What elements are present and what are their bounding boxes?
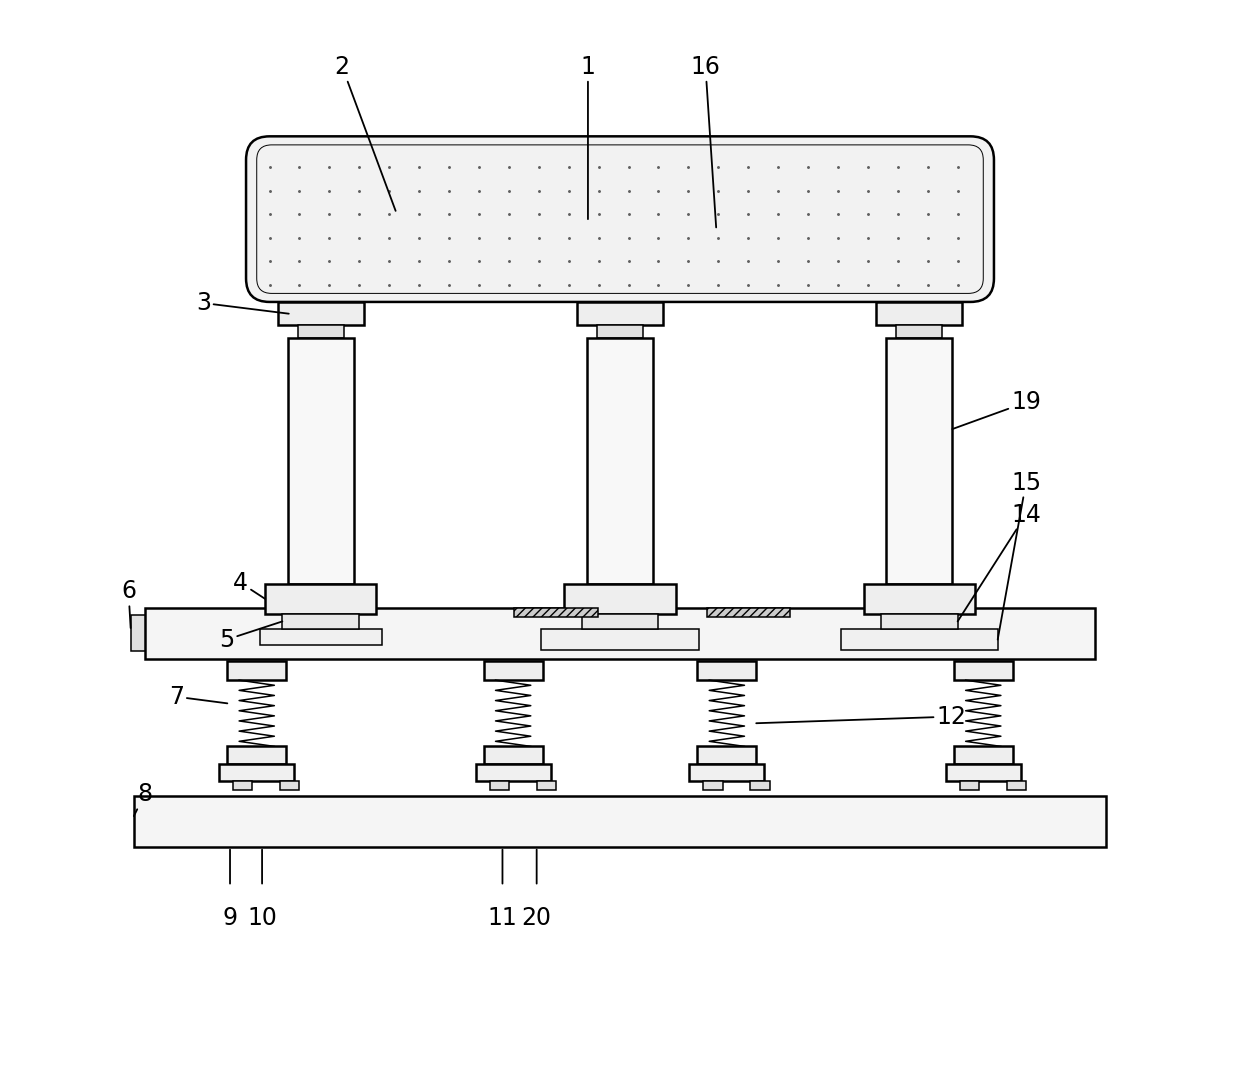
Text: 10: 10 <box>247 905 277 930</box>
Bar <box>283 614 360 629</box>
Bar <box>278 302 363 325</box>
Text: 3: 3 <box>196 291 289 315</box>
Text: 4: 4 <box>233 571 265 599</box>
Bar <box>877 302 962 325</box>
Bar <box>596 325 644 338</box>
Bar <box>887 338 952 584</box>
Bar <box>537 781 556 790</box>
Bar <box>707 608 790 618</box>
FancyBboxPatch shape <box>246 136 994 302</box>
Text: 15: 15 <box>998 470 1042 640</box>
Bar <box>145 608 1095 658</box>
Bar <box>697 746 756 764</box>
Text: 1: 1 <box>580 55 595 219</box>
Bar <box>484 746 543 764</box>
Bar <box>134 796 1106 846</box>
Text: 20: 20 <box>522 905 552 930</box>
Bar <box>219 764 294 781</box>
Text: 12: 12 <box>756 705 966 728</box>
Text: 7: 7 <box>169 685 227 709</box>
Text: 8: 8 <box>134 783 153 816</box>
Bar <box>288 338 353 584</box>
Bar <box>960 781 980 790</box>
Bar <box>298 325 343 338</box>
Bar <box>130 615 145 651</box>
Bar <box>863 584 975 614</box>
Text: 6: 6 <box>122 580 136 628</box>
Bar <box>697 661 756 680</box>
Bar <box>897 325 942 338</box>
Text: 5: 5 <box>219 622 283 652</box>
Text: 14: 14 <box>957 503 1040 622</box>
Bar <box>484 661 543 680</box>
Text: 9: 9 <box>222 905 238 930</box>
Bar <box>476 764 551 781</box>
Bar <box>542 629 698 650</box>
Bar <box>582 614 658 629</box>
Bar <box>1007 781 1025 790</box>
Bar <box>260 629 382 644</box>
Text: 16: 16 <box>691 55 720 228</box>
Bar <box>578 302 662 325</box>
Bar <box>954 661 1013 680</box>
Bar <box>233 781 253 790</box>
Text: 2: 2 <box>335 55 396 211</box>
Bar <box>564 584 676 614</box>
Bar <box>227 661 286 680</box>
Bar <box>515 608 598 618</box>
Bar <box>587 338 653 584</box>
Bar <box>841 629 998 650</box>
Bar <box>689 764 764 781</box>
Bar <box>227 746 286 764</box>
Bar <box>703 781 723 790</box>
Text: 11: 11 <box>487 905 517 930</box>
Bar <box>265 584 377 614</box>
Bar <box>880 614 957 629</box>
Bar <box>750 781 770 790</box>
Text: 19: 19 <box>952 390 1040 430</box>
Bar <box>280 781 300 790</box>
Bar <box>490 781 508 790</box>
Bar <box>954 746 1013 764</box>
Bar <box>946 764 1021 781</box>
